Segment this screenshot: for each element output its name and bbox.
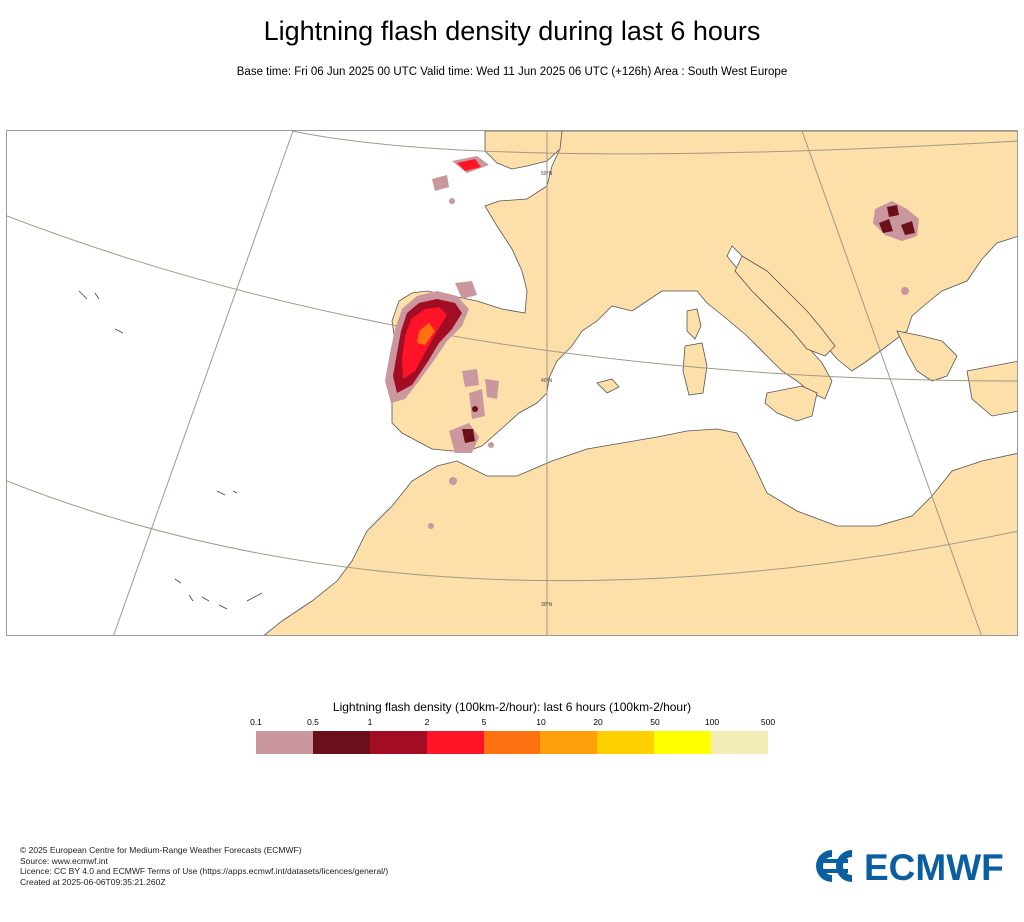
land-greece xyxy=(896,330,958,382)
lightning-layer xyxy=(385,156,919,529)
map-svg: 50°N 40°N 30°N xyxy=(7,131,1017,635)
land-mallorca xyxy=(596,378,620,394)
land-britain xyxy=(484,131,563,170)
created-text: Created at 2025-06-06T09:35:21.260Z xyxy=(20,876,166,887)
credits-block: © 2025 European Centre for Medium-Range … xyxy=(20,845,388,887)
graticule-50n xyxy=(291,131,1017,155)
ecmwf-logo[interactable]: ECMWF xyxy=(812,846,1008,886)
legend-tick: 1 xyxy=(367,717,373,727)
land-italy xyxy=(734,255,836,357)
land-africa xyxy=(263,428,1017,635)
brittany-lightning-area xyxy=(432,156,489,204)
graticule-lon-west xyxy=(113,131,294,635)
lat-label-50n: 50°N xyxy=(541,171,553,177)
ecmwf-logo-mark-icon xyxy=(816,850,852,882)
legend-tick: 10 xyxy=(536,717,546,727)
ecmwf-logo-text: ECMWF xyxy=(864,847,1004,886)
graticule-lon-east xyxy=(801,131,982,635)
legend-swatch xyxy=(426,731,484,754)
legend-swatch xyxy=(312,731,370,754)
legend-swatch xyxy=(597,731,655,754)
legend-title: Lightning flash density (100km-2/hour): … xyxy=(332,700,692,714)
graticule-40n xyxy=(7,215,1017,382)
legend-tick: 50 xyxy=(650,717,660,727)
andalusia-lightning-area xyxy=(449,423,494,453)
land-layer xyxy=(263,131,1017,635)
legend-swatch xyxy=(540,731,598,754)
land-corsica xyxy=(686,308,702,340)
legend-tick: 100 xyxy=(704,717,720,727)
page-title: Lightning flash density during last 6 ho… xyxy=(263,16,761,46)
legend-ticks: 0.1 0.5 1 2 5 10 20 50 100 500 xyxy=(0,717,1024,729)
legend-tick: 2 xyxy=(424,717,430,727)
licence-text: Licence: CC BY 4.0 and ECMWF Terms of Us… xyxy=(20,866,389,876)
legend-swatch xyxy=(369,731,427,754)
legend-swatch xyxy=(483,731,541,754)
legend-color-bar xyxy=(256,731,769,754)
copyright-text: © 2025 European Centre for Medium-Range … xyxy=(20,845,302,855)
legend-swatch xyxy=(711,731,769,754)
map-panel[interactable]: 50°N 40°N 30°N xyxy=(6,130,1018,636)
spain-interior-lightning-area xyxy=(462,369,499,419)
romania-lightning-area xyxy=(873,201,919,241)
land-europe xyxy=(391,131,1017,452)
balkan-lightning-dot xyxy=(901,287,909,295)
legend-tick: 5 xyxy=(481,717,487,727)
graticule-30n xyxy=(7,480,1017,582)
legend-tick: 500 xyxy=(760,717,776,727)
legend-tick: 20 xyxy=(593,717,603,727)
atlantic-islands xyxy=(78,290,263,610)
legend-tick: 0.5 xyxy=(307,717,319,727)
legend-swatch xyxy=(256,731,313,754)
land-sicily xyxy=(764,385,818,422)
lat-label-40n: 40°N xyxy=(541,378,553,384)
iberia-lightning-area xyxy=(385,281,477,403)
land-sardinia xyxy=(682,342,708,396)
page-subtitle: Base time: Fri 06 Jun 2025 00 UTC Valid … xyxy=(236,66,788,78)
legend-swatch xyxy=(654,731,712,754)
source-text: Source: www.ecmwf.int xyxy=(20,855,108,866)
legend-tick: 0.1 xyxy=(250,717,262,727)
lat-label-30n: 30°N xyxy=(541,602,553,608)
land-turkey xyxy=(966,360,1017,417)
morocco-lightning-dot xyxy=(428,477,457,529)
graticule xyxy=(7,131,1017,635)
